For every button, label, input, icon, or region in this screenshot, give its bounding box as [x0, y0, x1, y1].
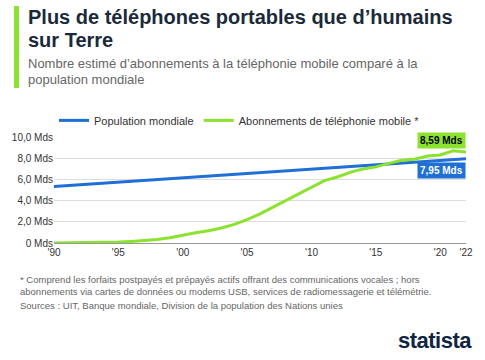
html-text:Plus de téléphones portables q: Plus de téléphones portables que d’humai… — [28, 6, 453, 51]
svg-text:'00: '00 — [176, 247, 189, 258]
html-text:Nombre estimé d’abonnements à: Nombre estimé d’abonnements à la télépho… — [28, 56, 418, 87]
svg-text:6,0 Mds: 6,0 Mds — [17, 174, 53, 185]
svg-text:8,0 Mds: 8,0 Mds — [17, 153, 53, 164]
svg-text:'95: '95 — [112, 247, 125, 258]
svg-text:2,0 Mds: 2,0 Mds — [17, 216, 53, 227]
html-text:* Comprend les forfaits postpa: * Comprend les forfaits postpayés et pré… — [20, 274, 432, 297]
svg-text:Abonnements de téléphonie mobi: Abonnements de téléphonie mobile * — [239, 115, 420, 127]
html-text:statista: statista — [398, 328, 471, 353]
svg-text:7,95 Mds: 7,95 Mds — [420, 165, 463, 176]
svg-text:10,0 Mds: 10,0 Mds — [12, 132, 53, 143]
html-text:Sources : UIT, Banque mondiale: Sources : UIT, Banque mondiale, Division… — [20, 300, 343, 311]
svg-text:'90: '90 — [47, 247, 60, 258]
svg-text:'20: '20 — [434, 247, 447, 258]
svg-text:'22: '22 — [459, 247, 472, 258]
svg-text:'10: '10 — [305, 247, 318, 258]
svg-text:'05: '05 — [241, 247, 254, 258]
svg-text:4,0 Mds: 4,0 Mds — [17, 195, 53, 206]
svg-text:Population mondiale: Population mondiale — [94, 115, 194, 127]
svg-text:'15: '15 — [369, 247, 382, 258]
svg-text:0 Mds: 0 Mds — [26, 238, 53, 249]
svg-text:8,59 Mds: 8,59 Mds — [420, 135, 463, 146]
